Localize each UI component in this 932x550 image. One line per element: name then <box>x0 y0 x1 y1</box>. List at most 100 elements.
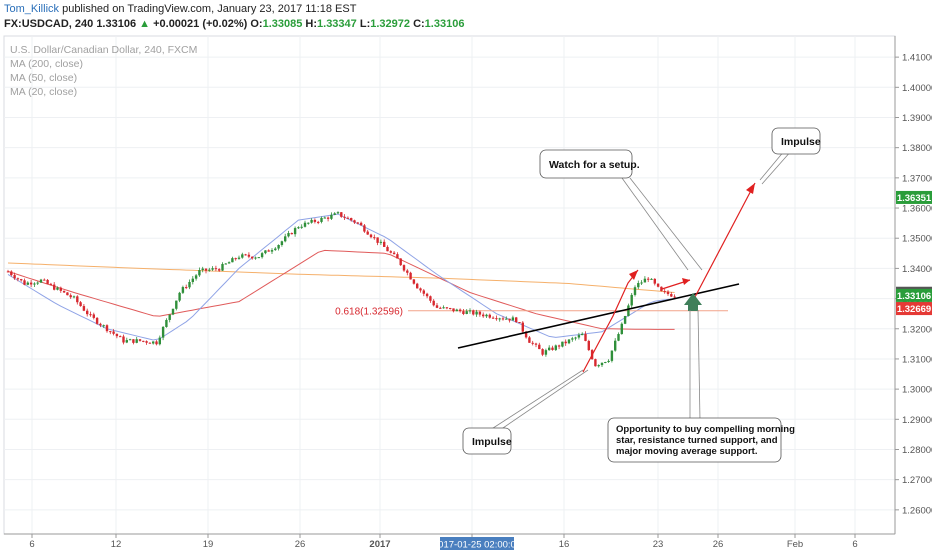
candle-body <box>330 214 333 219</box>
candle-body <box>498 318 501 320</box>
fib-label: 0.618(1.32596) <box>335 306 403 317</box>
y-tick-label: 1.26000 <box>902 505 932 516</box>
candle-body <box>452 308 455 312</box>
publish-line: Tom_Killick published on TradingView.com… <box>4 3 356 15</box>
candle-body <box>119 336 122 338</box>
candle-body <box>293 228 297 235</box>
candle-body <box>518 322 521 324</box>
candle-body <box>366 231 369 235</box>
callout-pointer <box>621 177 689 271</box>
candle-body <box>386 246 389 252</box>
price-badge-label: 1.36351 <box>897 193 932 204</box>
legend-title: U.S. Dollar/Canadian Dollar, 240, FXCM <box>10 44 198 56</box>
candle-body <box>284 236 287 242</box>
candle-body <box>26 282 29 285</box>
y-tick-label: 1.41000 <box>902 53 932 64</box>
candle-body <box>274 248 277 251</box>
candle-body <box>221 264 224 271</box>
chart-header: Tom_Killick published on TradingView.com… <box>0 0 932 34</box>
candle-body <box>307 222 310 224</box>
candle-body <box>231 258 234 263</box>
high-label: H: <box>305 18 318 30</box>
candle-body <box>277 245 280 249</box>
candle-body <box>142 340 145 342</box>
author-link[interactable]: Tom_Killick <box>4 3 60 15</box>
candle-body <box>20 279 23 281</box>
callout-text-impulse-left: Impulse <box>472 436 512 448</box>
candle-body <box>6 271 10 273</box>
candle-body <box>343 216 346 218</box>
candle-body <box>581 333 584 336</box>
callout-box-impulse-right[interactable] <box>771 127 821 155</box>
candle-body <box>640 282 643 284</box>
candle-body <box>138 339 142 341</box>
callout-pointer <box>761 149 793 185</box>
candle-body <box>587 340 590 351</box>
candle-body <box>310 219 313 223</box>
candle-body <box>158 337 161 345</box>
callout-pointer <box>759 149 786 181</box>
candle-body <box>577 335 581 338</box>
candle-body <box>521 322 524 332</box>
candle-body <box>647 278 650 280</box>
candle-body <box>211 268 214 270</box>
candle-body <box>670 294 673 297</box>
candle-body <box>425 293 429 297</box>
candle-body <box>455 309 458 312</box>
candle-body <box>79 302 82 307</box>
callout-box-impulse-left[interactable] <box>462 427 512 455</box>
candle-body <box>465 311 468 314</box>
candle-body <box>313 219 317 222</box>
candle-body <box>135 339 138 343</box>
x-tick-label: 6 <box>29 539 34 550</box>
impulse-arrowhead-mid <box>682 278 690 285</box>
candle-body <box>538 344 541 350</box>
candle-body <box>511 317 515 321</box>
candle-body <box>462 311 465 314</box>
candle-body <box>392 252 396 255</box>
legend-ma50[interactable]: MA (50, close) <box>10 72 78 84</box>
callout-box-watch[interactable] <box>539 149 633 179</box>
callout-text-line: star, resistance turned support, and <box>616 435 778 446</box>
open-label: O: <box>250 18 263 30</box>
candle-body <box>627 305 630 317</box>
y-tick-label: 1.30000 <box>902 385 932 396</box>
candle-body <box>105 325 109 332</box>
callout-text-watch: Watch for a setup. <box>549 159 640 171</box>
candle-body <box>406 270 409 273</box>
candle-body <box>620 323 623 335</box>
candle-body <box>86 310 89 315</box>
candle-body <box>181 287 185 293</box>
candle-body <box>346 217 350 219</box>
candle-body <box>260 253 264 258</box>
x-tick-label: 6 <box>852 539 857 550</box>
callout-pointer <box>489 369 584 431</box>
buy-arrow-up-icon <box>684 293 702 305</box>
candle-body <box>46 279 49 284</box>
candle-body <box>379 241 383 243</box>
candle-body <box>458 309 462 312</box>
callout-text-impulse-right: Impulse <box>781 136 821 148</box>
candle-body <box>396 254 399 259</box>
legend-ma200[interactable]: MA (200, close) <box>10 58 83 70</box>
candle-body <box>336 212 340 214</box>
candle-body <box>663 291 666 293</box>
candle-body <box>554 345 557 350</box>
candle-body <box>244 254 247 256</box>
buy-arrow-stem <box>688 305 698 311</box>
legend-ma20[interactable]: MA (20, close) <box>10 86 78 98</box>
callout-box-opportunity[interactable] <box>607 417 782 463</box>
candle-body <box>561 341 564 347</box>
candle-body <box>637 283 640 288</box>
candle-body <box>468 310 472 312</box>
candle-body <box>241 254 244 258</box>
candle-body <box>102 325 105 327</box>
candle-body <box>376 237 379 243</box>
candle-body <box>303 222 307 227</box>
candle-body <box>122 336 125 343</box>
candle-body <box>66 292 69 296</box>
candle-body <box>132 339 135 343</box>
candle-body <box>99 323 102 326</box>
